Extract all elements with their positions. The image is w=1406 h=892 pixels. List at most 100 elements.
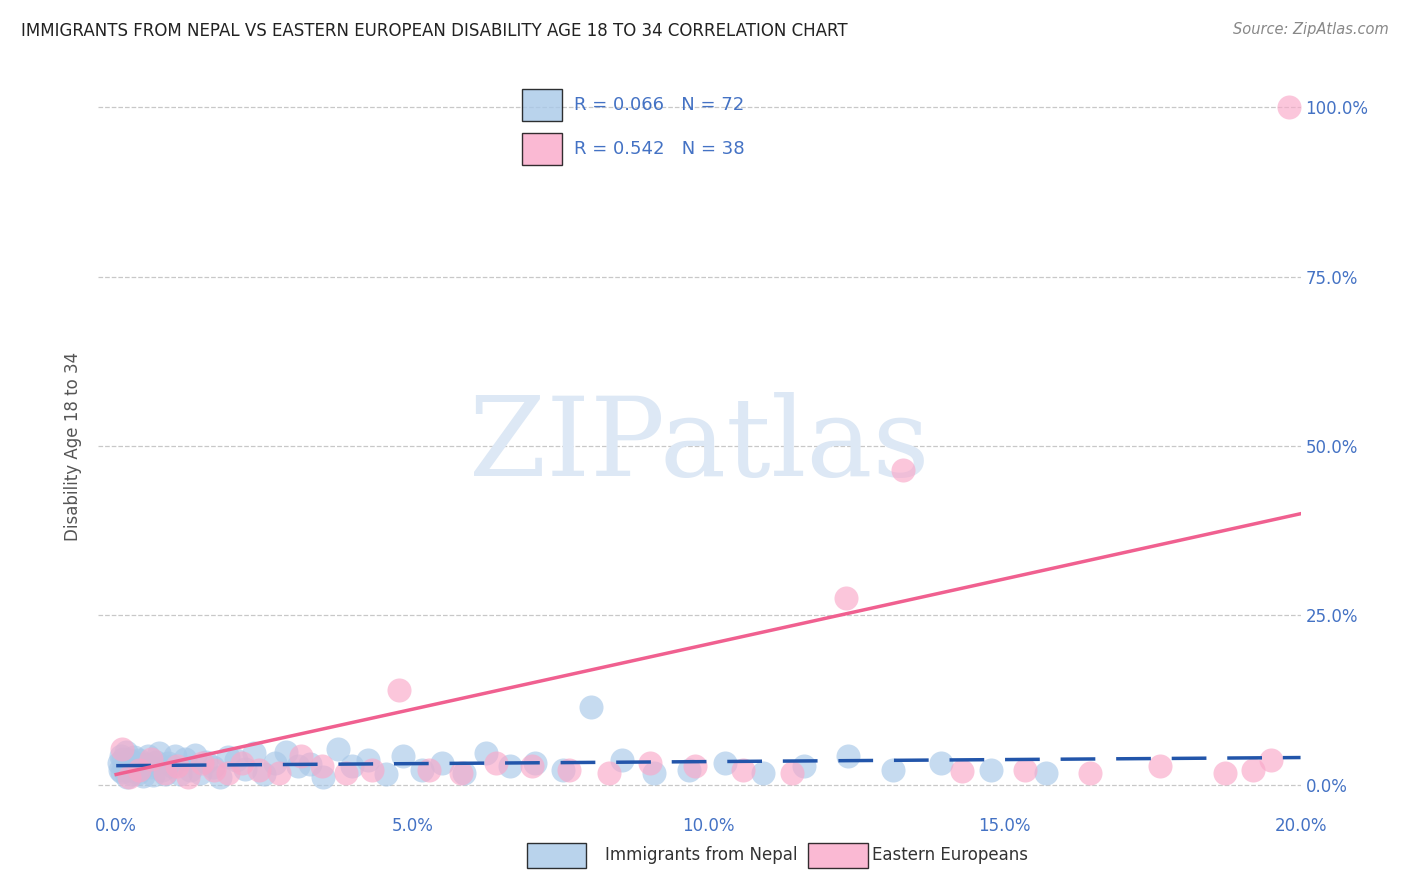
Point [153,767,176,781]
Point [120,763,142,777]
Y-axis label: Disability Age 18 to 34: Disability Age 18 to 34 [65,351,83,541]
Point [121,766,143,780]
Point [233,762,256,776]
Point [882,763,904,777]
Point [114,761,136,775]
Point [165,749,187,764]
Text: Eastern Europeans: Eastern Europeans [872,846,1028,863]
Point [169,766,191,780]
Point [342,759,364,773]
Point [411,763,433,777]
Point [202,763,225,777]
Point [475,746,498,760]
Point [558,763,581,777]
Point [891,463,914,477]
Point [643,766,665,780]
Point [114,745,136,759]
Point [678,763,700,777]
Point [157,756,180,770]
Point [392,749,415,764]
Point [267,766,290,780]
Point [128,763,150,777]
Point [127,766,149,780]
Point [835,591,858,606]
Point [129,762,152,776]
Point [249,763,271,777]
Point [1149,759,1171,773]
Point [121,756,143,770]
Point [184,747,207,762]
Point [312,770,335,784]
Point [177,770,200,784]
Point [139,760,162,774]
Point [112,752,135,766]
Point [374,766,396,780]
Point [793,759,815,773]
Text: R = 0.066   N = 72: R = 0.066 N = 72 [574,95,744,113]
Point [388,682,411,697]
Point [551,763,574,777]
Point [139,752,162,766]
Point [453,766,475,780]
Point [579,699,602,714]
Point [714,756,737,770]
Text: Immigrants from Nepal: Immigrants from Nepal [605,846,797,863]
Point [1260,753,1282,767]
Point [432,756,454,770]
Text: IMMIGRANTS FROM NEPAL VS EASTERN EUROPEAN DISABILITY AGE 18 TO 34 CORRELATION CH: IMMIGRANTS FROM NEPAL VS EASTERN EUROPEA… [21,22,848,40]
Point [166,759,188,773]
Point [108,764,131,778]
Point [188,766,211,780]
Point [287,759,309,773]
Point [201,760,224,774]
FancyBboxPatch shape [522,88,561,120]
Point [752,766,775,780]
Point [418,763,440,777]
Point [110,749,132,764]
Point [136,748,159,763]
Point [335,766,357,780]
Point [1078,766,1101,780]
Point [153,766,176,780]
Point [217,749,239,764]
Point [357,753,380,767]
Point [125,759,148,773]
Point [524,756,547,770]
Point [191,756,214,770]
Point [326,742,349,756]
Point [118,753,141,767]
Point [111,765,134,780]
Point [132,769,155,783]
Point [122,749,145,764]
Point [782,766,804,780]
Point [1213,766,1236,780]
Point [115,770,138,784]
Point [1014,763,1036,777]
Text: Source: ZipAtlas.com: Source: ZipAtlas.com [1233,22,1389,37]
Point [128,753,150,767]
Point [276,745,298,759]
Point [179,763,201,777]
Point [150,764,173,778]
Point [598,766,620,780]
Point [243,746,266,760]
Point [361,763,384,777]
Point [1278,100,1301,114]
Text: R = 0.542   N = 38: R = 0.542 N = 38 [574,140,744,158]
Point [217,766,239,780]
Point [929,756,952,770]
Point [111,742,134,756]
Point [195,756,218,770]
Point [135,756,157,771]
Point [299,756,322,771]
Point [231,756,253,770]
Point [311,759,333,773]
Point [520,759,543,773]
Point [160,759,183,773]
Point [208,770,231,784]
Point [107,756,129,770]
Point [148,747,170,761]
Point [142,768,165,782]
Point [731,763,754,777]
Point [837,749,859,764]
